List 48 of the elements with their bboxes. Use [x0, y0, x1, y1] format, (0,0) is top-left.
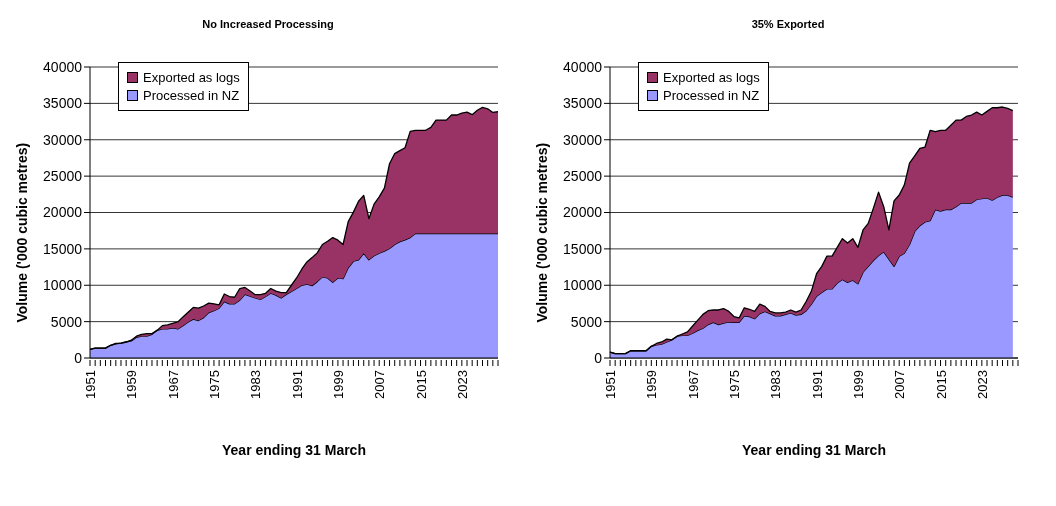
chart-title: No Increased Processing: [201, 17, 335, 32]
y-tick-label: 10000: [563, 277, 603, 294]
y-tick-label: 40000: [563, 58, 603, 75]
x-tick-label: 1959: [124, 370, 140, 399]
x-tick-label: 2023: [454, 370, 470, 399]
y-tick-label: 35000: [43, 95, 83, 112]
y-tick-label: 15000: [563, 240, 603, 257]
y-tick-label: 15000: [43, 240, 83, 257]
legend-label: Processed in NZ: [143, 88, 240, 103]
chart-title: 35% Exported: [750, 17, 826, 32]
x-tick-label: 1967: [165, 370, 181, 399]
x-axis-title: Year ending 31 March: [742, 442, 886, 458]
x-tick-label: 1983: [248, 370, 264, 399]
y-tick-label: 5000: [50, 313, 83, 330]
y-tick-label: 30000: [43, 131, 83, 148]
x-tick-label: 2007: [892, 370, 908, 399]
y-tick-label: 25000: [563, 168, 603, 185]
legend-label: Processed in NZ: [663, 88, 760, 103]
x-axis-title: Year ending 31 March: [222, 442, 366, 458]
legend-label: Exported as logs: [663, 70, 760, 85]
y-tick-label: 30000: [563, 131, 603, 148]
x-tick-label: 1951: [603, 370, 618, 399]
y-axis-title: Volume ('000 cubic metres): [13, 142, 30, 323]
y-tick-label: 25000: [43, 168, 83, 185]
x-tick-label: 2023: [974, 370, 990, 399]
x-tick-label: 1967: [685, 370, 701, 399]
y-tick-label: 35000: [563, 95, 603, 112]
x-tick-label: 1999: [330, 370, 346, 399]
x-tick-label: 1983: [768, 370, 784, 399]
legend-label: Exported as logs: [143, 70, 240, 85]
x-tick-label: 1991: [809, 370, 825, 399]
x-tick-label: 2015: [413, 370, 429, 399]
y-tick-label: 0: [74, 349, 83, 366]
y-tick-label: 10000: [43, 277, 83, 294]
y-axis-title: Volume ('000 cubic metres): [533, 142, 550, 323]
x-tick-label: 1959: [644, 370, 660, 399]
y-tick-label: 5000: [570, 313, 603, 330]
x-tick-label: 1975: [206, 370, 222, 399]
x-tick-label: 1999: [850, 370, 866, 399]
x-tick-label: 1991: [289, 370, 305, 399]
y-tick-label: 20000: [563, 204, 603, 221]
x-tick-label: 2015: [933, 370, 949, 399]
y-tick-label: 0: [594, 349, 603, 366]
x-tick-label: 1975: [726, 370, 742, 399]
y-tick-label: 40000: [43, 58, 83, 75]
x-tick-label: 1951: [83, 370, 98, 399]
x-tick-label: 2007: [372, 370, 388, 399]
y-tick-label: 20000: [43, 204, 83, 221]
